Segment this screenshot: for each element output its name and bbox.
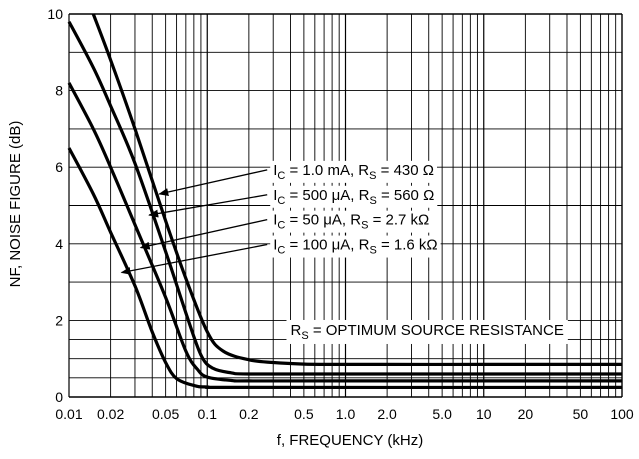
series-label-sub1: C [277, 170, 285, 182]
series-label-text: IC = 500 μA, RS = 560 Ω [273, 187, 434, 207]
series-label-sub2: S [369, 170, 376, 182]
y-tick-label: 6 [55, 159, 63, 175]
annotation-background [286, 319, 568, 344]
y-tick-label: 0 [55, 389, 63, 405]
annotation-rest: = OPTIMUM SOURCE RESISTANCE [309, 322, 564, 339]
series-label-sub1: C [277, 220, 285, 232]
series-label-end: = 430 Ω [376, 162, 434, 179]
x-tick-label: 0.1 [198, 406, 218, 422]
x-tick-label: 5.0 [432, 406, 452, 422]
series-label: IC = 500 μA, RS = 560 Ω [270, 185, 438, 208]
label-arrow [120, 243, 268, 275]
series-label-text: IC = 50 μA, RS = 2.7 kΩ [273, 212, 429, 232]
series-label-background [270, 210, 433, 233]
series-line [67, 82, 622, 383]
x-tick-label: 10 [476, 406, 492, 422]
x-tick-label: 0.05 [152, 406, 179, 422]
label-arrow [148, 194, 268, 218]
series-line [91, 13, 622, 367]
curves [67, 13, 623, 390]
annotation-box: RS = OPTIMUM SOURCE RESISTANCE [286, 319, 568, 344]
series-label-text: IC = 100 μA, RS = 1.6 kΩ [273, 237, 437, 257]
label-arrow [139, 219, 268, 250]
series-label-background [270, 160, 437, 183]
x-tick-labels: 0.01 0.02 0.05 0.1 0.2 0.5 1.0 2.0 5.0 10 20 50 100 [55, 406, 634, 422]
series-label-main: I [273, 212, 277, 229]
series-label-background [270, 185, 438, 208]
y-tick-label: 2 [55, 312, 63, 328]
series-label-sub1: C [277, 195, 285, 207]
annotation-text: RS = OPTIMUM SOURCE RESISTANCE [290, 322, 563, 342]
x-tick-label: 0.2 [239, 406, 259, 422]
series-label-end: = 560 Ω [377, 187, 435, 204]
series-label-background [270, 235, 441, 258]
x-tick-label: 100 [610, 406, 634, 422]
series-label-mid: = 100 μA, R [285, 237, 369, 254]
label-arrows [120, 169, 268, 275]
label-arrow [158, 169, 268, 196]
x-tick-label: 1.0 [336, 406, 356, 422]
series-label-sub1: C [277, 245, 285, 257]
y-tick-label: 4 [55, 236, 63, 252]
series-label-mid: = 500 μA, R [285, 187, 369, 204]
x-tick-label: 0.5 [294, 406, 314, 422]
annotation-main: R [290, 322, 301, 339]
y-tick-labels: 0 2 4 6 8 10 [47, 6, 63, 405]
x-tick-label: 2.0 [377, 406, 397, 422]
series-labels: IC = 1.0 mA, RS = 430 ΩIC = 500 μA, RS =… [270, 160, 441, 258]
series-label-end: = 1.6 kΩ [377, 237, 438, 254]
series-label-sub2: S [369, 195, 376, 207]
series-label-sub2: S [361, 220, 368, 232]
x-tick-label: 50 [573, 406, 589, 422]
series-label: IC = 100 μA, RS = 1.6 kΩ [270, 235, 441, 258]
x-tick-label: 20 [518, 406, 534, 422]
series-label-main: I [273, 237, 277, 254]
x-axis-label: f, FREQUENCY (kHz) [277, 432, 423, 449]
series-label-main: I [273, 187, 277, 204]
series-line [67, 20, 623, 376]
series-label-mid: = 50 μA, R [285, 212, 361, 229]
series-label-mid: = 1.0 mA, R [285, 162, 369, 179]
series-label-sub2: S [369, 245, 376, 257]
series-label: IC = 50 μA, RS = 2.7 kΩ [270, 210, 433, 233]
y-axis-label: NF, NOISE FIGURE (dB) [7, 121, 24, 288]
series-label: IC = 1.0 mA, RS = 430 Ω [270, 160, 437, 183]
x-tick-label: 0.01 [55, 406, 82, 422]
y-tick-label: 8 [55, 83, 63, 99]
series-label-end: = 2.7 kΩ [368, 212, 429, 229]
annotation-sub: S [301, 330, 308, 342]
series-label-text: IC = 1.0 mA, RS = 430 Ω [273, 162, 434, 182]
y-tick-label: 10 [47, 6, 63, 22]
series-label-main: I [273, 162, 277, 179]
x-tick-label: 0.02 [97, 406, 124, 422]
series-line [67, 147, 623, 390]
